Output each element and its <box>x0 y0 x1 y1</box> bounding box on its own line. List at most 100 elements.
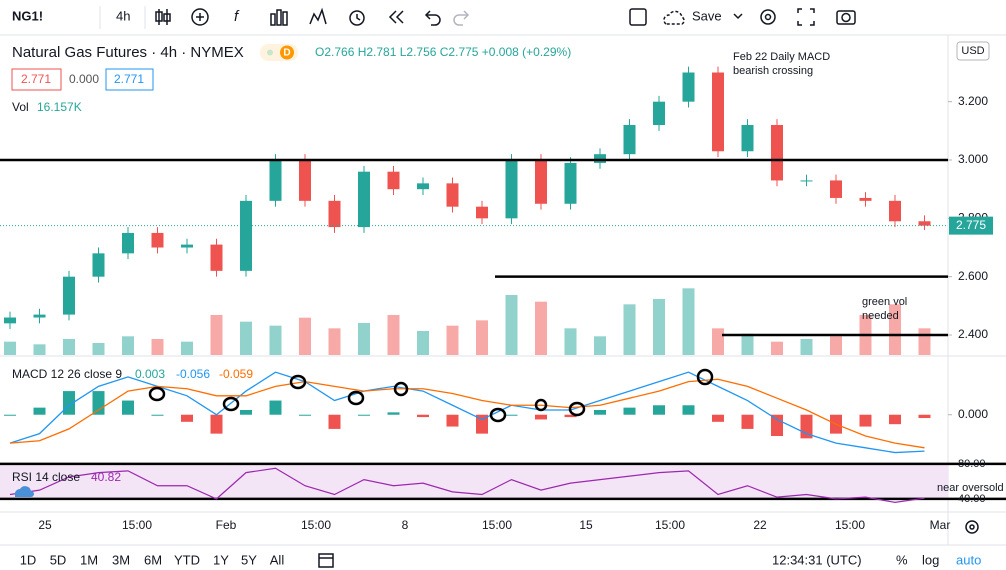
redo-icon[interactable] <box>453 10 470 26</box>
volume-bar <box>476 320 488 355</box>
ohlc: O2.766 H2.781 L2.756 C2.775 +0.008 (+0.2… <box>315 45 571 59</box>
volume-bar <box>918 328 931 355</box>
macd-histogram-bar <box>712 414 724 422</box>
range-button[interactable]: 3M <box>112 552 130 567</box>
volume-bar <box>269 325 282 355</box>
macd-line <box>9 371 925 454</box>
volume-bar <box>358 323 370 355</box>
indicators-icon[interactable] <box>191 8 209 26</box>
volume-bar <box>741 333 754 355</box>
volume-label: Vol <box>12 100 29 114</box>
volume-bar <box>417 331 429 355</box>
fullscreen-icon[interactable] <box>797 8 815 26</box>
currency: USD <box>961 45 984 57</box>
log-toggle[interactable]: log <box>922 552 939 567</box>
candle-body <box>859 197 872 201</box>
range-button[interactable]: 6M <box>144 552 162 567</box>
x-tick-label: 15:00 <box>655 518 685 532</box>
volume-value: 16.157K <box>37 100 82 114</box>
undo-icon[interactable] <box>424 10 441 26</box>
volume-bar <box>830 336 842 355</box>
save-menu[interactable] <box>733 13 743 20</box>
candle-body <box>918 221 931 226</box>
volume-bar <box>653 299 665 355</box>
save-button[interactable]: Save <box>692 8 722 23</box>
interval[interactable]: 4h <box>116 8 130 23</box>
macd-label: MACD 12 26 close 9 <box>12 367 122 381</box>
candle-body <box>92 253 105 277</box>
macd-histogram-bar <box>151 414 164 416</box>
badge: D <box>283 48 290 59</box>
candle-body <box>535 160 547 204</box>
candle-body <box>387 171 400 190</box>
volume-bar <box>889 304 901 355</box>
macd-histogram-bar <box>122 400 134 415</box>
cloud-icon[interactable] <box>663 10 685 25</box>
chart-type-icon[interactable] <box>155 9 171 25</box>
volume-bar <box>594 336 606 355</box>
rsi-value: 40.82 <box>91 470 121 484</box>
snapshot-icon[interactable] <box>836 10 856 25</box>
candle-body <box>830 180 842 198</box>
candle-body <box>181 244 193 248</box>
macd-histogram-bar <box>682 405 695 415</box>
range-button[interactable]: All <box>270 552 285 567</box>
macd-histogram-bar <box>889 414 901 425</box>
bid-box[interactable] <box>11 68 62 91</box>
macd-histogram-bar <box>417 414 429 418</box>
volume-bar <box>446 325 459 355</box>
symbol[interactable]: NG1! <box>12 8 43 23</box>
bid: 2.771 <box>21 72 51 86</box>
range-button[interactable]: 1Y <box>213 552 229 567</box>
macd-histogram-bar <box>535 414 547 420</box>
volume-bar <box>564 328 577 355</box>
candle-body <box>358 171 370 228</box>
instrument-title: Natural Gas Futures · 4h · NYMEX <box>12 44 244 61</box>
settings-icon[interactable] <box>760 9 776 25</box>
volume-bar <box>181 341 193 355</box>
volume-bar <box>122 336 134 355</box>
range-button[interactable]: 5Y <box>241 552 257 567</box>
templates-icon[interactable] <box>270 9 288 26</box>
x-tick-label: 25 <box>38 518 52 532</box>
x-tick-label: 15:00 <box>835 518 865 532</box>
spread: 0.000 <box>69 72 99 86</box>
replay-icon[interactable] <box>388 10 404 24</box>
annotation: bearish crossing <box>733 65 813 77</box>
candle-body <box>210 244 223 271</box>
ask-box[interactable] <box>105 68 154 91</box>
axis-settings-icon[interactable] <box>965 520 979 534</box>
macd-histogram-bar <box>358 414 370 416</box>
range-button[interactable]: 1M <box>80 552 98 567</box>
layout-icon[interactable] <box>629 8 647 26</box>
compare-icon[interactable] <box>309 7 327 25</box>
macd-histogram-bar <box>299 414 311 416</box>
candle-body <box>4 317 16 324</box>
alert-icon[interactable] <box>349 10 365 26</box>
rsi-label: RSI 14 close <box>12 470 80 484</box>
macd-histogram-bar <box>918 414 931 419</box>
candle-body <box>594 154 606 163</box>
calendar-icon[interactable] <box>318 553 334 568</box>
candle-body <box>151 232 164 248</box>
candle-body <box>682 72 695 102</box>
percent-toggle[interactable]: % <box>896 552 908 567</box>
ask: 2.771 <box>114 72 144 86</box>
range-button[interactable]: 5D <box>50 552 67 567</box>
currency-box[interactable] <box>956 41 990 61</box>
candle-body <box>505 160 518 219</box>
x-tick-label: 8 <box>402 518 409 532</box>
auto-toggle[interactable]: auto <box>956 552 981 567</box>
candle-body <box>623 125 636 155</box>
range-button[interactable]: YTD <box>174 552 200 567</box>
candle-body <box>417 183 429 190</box>
fx-icon[interactable]: f <box>234 8 240 25</box>
candle-body <box>63 276 75 315</box>
candle-body <box>800 180 813 182</box>
volume-bar <box>4 341 16 355</box>
macd-histogram-bar <box>210 414 223 434</box>
range-button[interactable]: 1D <box>20 552 37 567</box>
x-tick-label: Mar <box>930 518 951 532</box>
y-tick-label: 80.00 <box>958 458 986 470</box>
